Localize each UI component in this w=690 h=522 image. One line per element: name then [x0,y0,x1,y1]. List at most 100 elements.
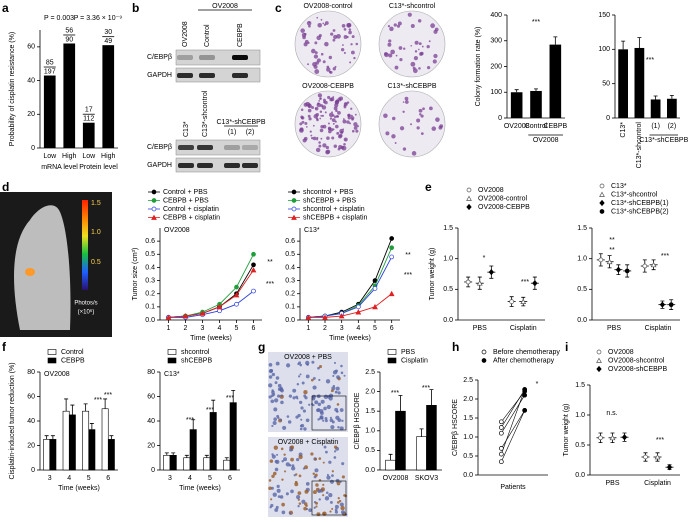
nucleus [285,492,289,496]
y-axis-label: Colony formation rate (%) [475,27,482,107]
annotation: *** [404,272,412,279]
colony [316,138,319,141]
colony [353,122,358,127]
colony [320,97,322,100]
image-label: OV2008 + Cisplatin [278,439,339,446]
nucleus [329,510,332,513]
x-tick-label: PBS [607,325,621,332]
bar [63,43,76,148]
colony [426,65,431,70]
series-line [308,238,393,318]
bar [49,439,57,471]
pair-line [501,410,525,449]
colony [428,40,431,43]
colony [346,22,352,28]
nucleus [281,478,284,481]
nucleus [335,386,340,391]
blot-row-label: C/EBPβ [147,144,172,151]
nucleus [328,493,333,498]
colony [319,128,324,133]
colony [317,102,320,105]
colony [300,115,304,119]
colony [322,124,327,129]
marker [465,279,471,285]
colony [338,133,343,138]
y-tick-label: 0.0 [145,317,155,324]
nucleus [322,483,325,486]
y-tick-label: 1.0 [575,412,585,419]
nucleus [299,424,303,428]
marker [476,280,483,286]
x-tick-label: 4 [356,325,360,332]
colony [322,60,326,64]
colony [319,110,323,114]
colony [327,95,331,100]
y-tick-label: 50 [602,81,610,88]
x-axis-label: Time (weeks) [190,335,232,342]
pair-line [501,391,525,422]
colony [312,124,315,127]
colony [322,22,325,25]
nucleus [320,399,325,404]
count-label: 17 [85,107,93,114]
bar [203,457,211,471]
colony [309,130,312,133]
group-label: Protein level [79,164,118,171]
colony [307,108,312,113]
colony [420,132,424,136]
error-bar [89,423,94,430]
nucleus [270,498,273,501]
nucleus [305,482,310,486]
x-tick-label: High [62,153,77,160]
nucleus [334,407,339,412]
marker [624,268,630,274]
nucleus [313,506,316,509]
colony [320,104,324,108]
colony [435,117,440,122]
blot-column-label: C13* [183,121,190,137]
legend-label: Control [61,349,84,356]
panel-letter: e [425,180,432,194]
colony [397,21,402,26]
colony [329,117,333,120]
annotation: ** [609,237,615,244]
colony [416,126,420,130]
colony [320,137,323,140]
colony [417,48,420,51]
y-tick-label: 0.0 [577,317,587,324]
nucleus [277,394,281,398]
nucleus [276,453,279,456]
colony [331,136,335,140]
marker [251,288,256,294]
y-tick-label: 0.3 [145,277,155,284]
series-line [168,269,254,318]
colony [314,41,318,45]
nucleus [333,450,337,453]
nucleus [324,496,330,501]
bar [634,47,645,118]
legend-label: shCEBPB [181,357,212,364]
colony [321,114,324,117]
x-axis-label: Time (weeks) [58,485,100,492]
colony [348,28,352,31]
blot-column-label: (2) [246,129,255,136]
blot-row-label: GAPDH [147,72,172,79]
nucleus [272,421,277,426]
bar [618,49,628,119]
band [224,163,240,168]
nucleus [320,416,324,420]
nucleus [332,384,336,388]
colony [414,40,419,45]
marker [165,314,172,320]
x-axis-label: Time (weeks) [329,335,371,342]
colony [350,107,353,110]
error-bar [191,419,196,430]
colony [320,18,323,21]
colony [310,134,313,137]
nucleus [281,510,286,515]
error-bar [64,398,69,412]
nucleus [336,410,339,413]
marker [481,358,487,363]
marker [666,464,673,471]
y-tick-label: 0 [31,145,35,152]
